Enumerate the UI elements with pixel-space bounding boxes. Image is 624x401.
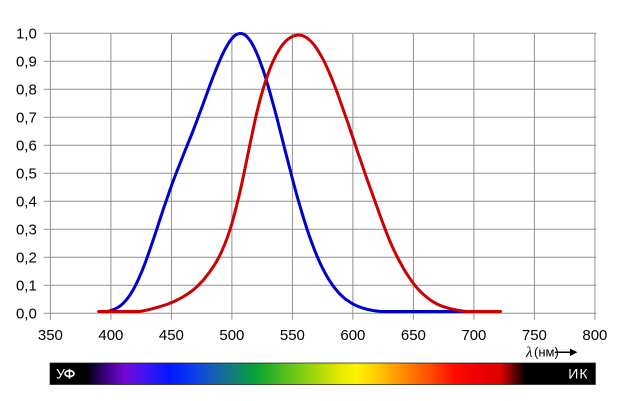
svg-text:0,0: 0,0 [16,306,37,323]
svg-text:ИК: ИК [568,366,588,382]
svg-text:500: 500 [219,327,244,344]
svg-text:650: 650 [401,327,426,344]
svg-text:0,4: 0,4 [16,194,37,211]
svg-text:(нм): (нм) [534,345,559,360]
svg-text:400: 400 [98,327,123,344]
svg-text:450: 450 [159,327,184,344]
svg-text:750: 750 [522,327,547,344]
svg-text:У: У [56,366,65,382]
svg-text:0,6: 0,6 [16,138,37,155]
svg-text:1,0: 1,0 [16,26,37,43]
svg-text:350: 350 [38,327,63,344]
svg-text:0,5: 0,5 [16,166,37,183]
svg-text:0,7: 0,7 [16,110,37,127]
svg-text:0,2: 0,2 [16,250,37,267]
svg-text:0,9: 0,9 [16,54,37,71]
svg-text:600: 600 [340,327,365,344]
svg-text:0,1: 0,1 [16,278,37,295]
svg-text:0,8: 0,8 [16,82,37,99]
svg-text:λ: λ [525,345,533,361]
svg-text:700: 700 [461,327,486,344]
svg-text:0,3: 0,3 [16,222,37,239]
svg-text:550: 550 [280,327,305,344]
svg-text:800: 800 [582,327,607,344]
